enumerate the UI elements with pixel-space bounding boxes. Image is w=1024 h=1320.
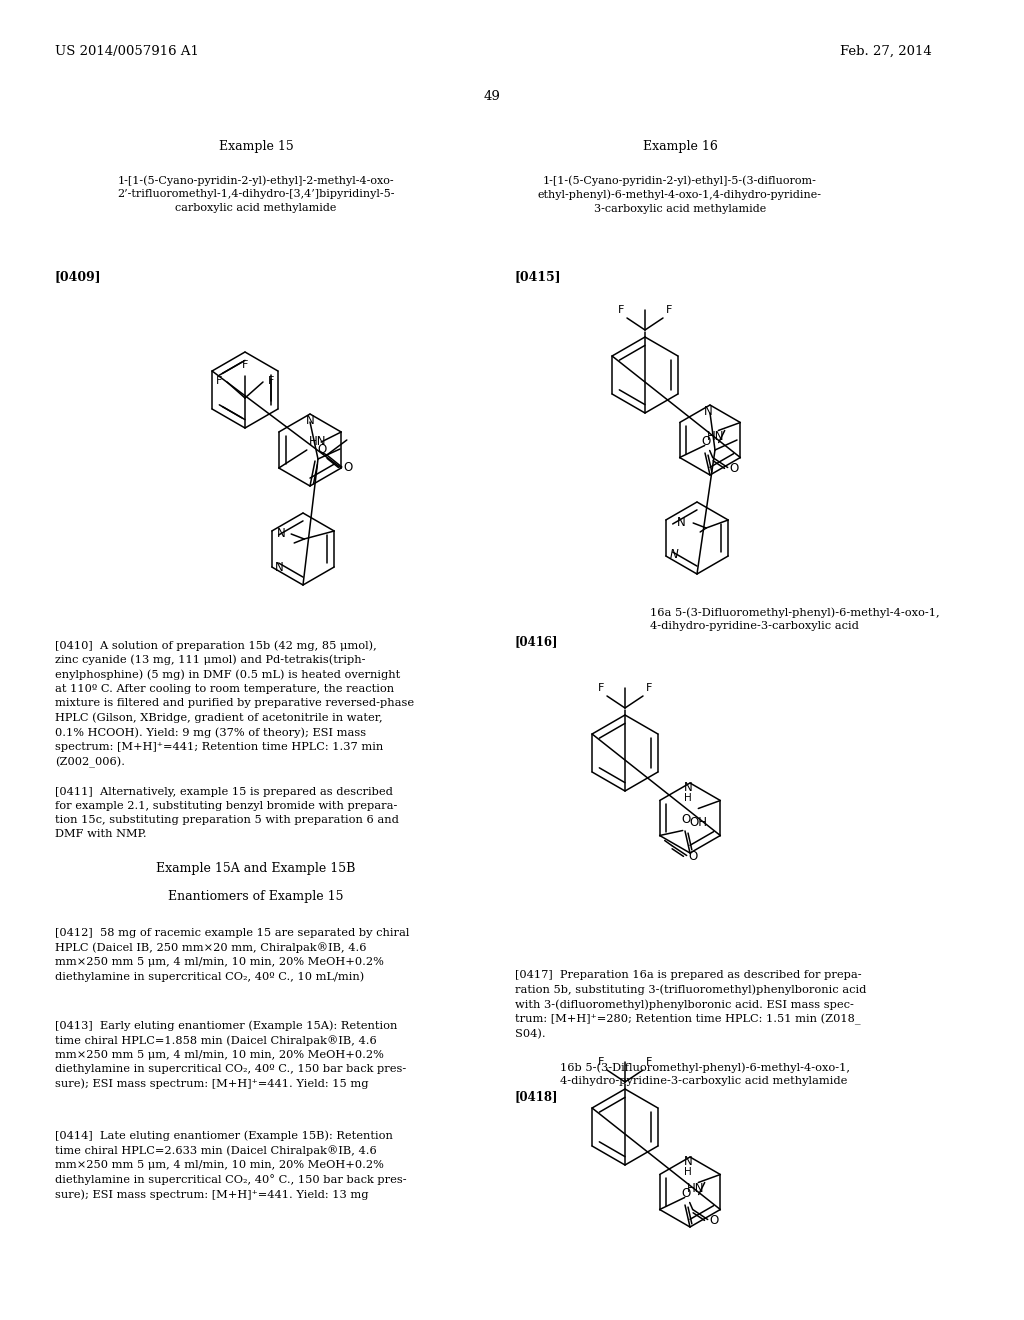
Text: N: N [670, 548, 679, 561]
Text: F: F [666, 305, 673, 315]
Text: [0414]  Late eluting enantiomer (Example 15B): Retention
time chiral HPLC=2.633 : [0414] Late eluting enantiomer (Example … [55, 1130, 407, 1200]
Text: N: N [274, 561, 284, 574]
Text: F: F [268, 376, 274, 385]
Text: N: N [684, 1155, 692, 1168]
Text: N: N [684, 781, 692, 795]
Text: H: H [684, 1167, 692, 1177]
Text: O: O [689, 850, 698, 862]
Text: 1-[1-(5-Cyano-pyridin-2-yl)-ethyl]-5-(3-difluorom-
ethyl-phenyl)-6-methyl-4-oxo-: 1-[1-(5-Cyano-pyridin-2-yl)-ethyl]-5-(3-… [538, 176, 822, 214]
Text: [0412]  58 mg of racemic example 15 are separated by chiral
HPLC (Daicel IB, 250: [0412] 58 mg of racemic example 15 are s… [55, 928, 410, 982]
Text: O: O [730, 462, 739, 474]
Text: N: N [305, 414, 314, 426]
Text: O: O [701, 436, 711, 447]
Text: Example 16: Example 16 [643, 140, 718, 153]
Text: [0418]: [0418] [515, 1090, 558, 1104]
Text: F: F [242, 360, 248, 370]
Text: [0417]  Preparation 16a is prepared as described for prepa-
ration 5b, substitut: [0417] Preparation 16a is prepared as de… [515, 970, 866, 1040]
Text: O: O [681, 813, 690, 826]
Text: HN: HN [707, 430, 724, 444]
Text: N: N [703, 405, 713, 418]
Text: O: O [317, 444, 327, 455]
Text: [0416]: [0416] [515, 635, 558, 648]
Text: [0415]: [0415] [515, 271, 561, 282]
Text: H: H [684, 793, 692, 803]
Text: N: N [677, 516, 685, 529]
Text: F: F [598, 682, 604, 693]
Text: O: O [710, 1213, 719, 1226]
Text: Feb. 27, 2014: Feb. 27, 2014 [840, 45, 932, 58]
Text: O: O [681, 1187, 690, 1200]
Text: Enantiomers of Example 15: Enantiomers of Example 15 [168, 890, 344, 903]
Text: HN: HN [309, 436, 327, 447]
Text: US 2014/0057916 A1: US 2014/0057916 A1 [55, 45, 199, 58]
Text: [0409]: [0409] [55, 271, 101, 282]
Text: F: F [646, 682, 652, 693]
Text: OH: OH [690, 816, 708, 829]
Text: 49: 49 [483, 90, 501, 103]
Text: [0413]  Early eluting enantiomer (Example 15A): Retention
time chiral HPLC=1.858: [0413] Early eluting enantiomer (Example… [55, 1020, 407, 1089]
Text: F: F [646, 1057, 652, 1067]
Text: HN: HN [687, 1183, 705, 1196]
Text: Example 15A and Example 15B: Example 15A and Example 15B [157, 862, 355, 875]
Text: F: F [617, 305, 624, 315]
Text: N: N [276, 527, 286, 540]
Text: 16b 5-(3-Difluoromethyl-phenyl)-6-methyl-4-oxo-1,
4-dihydro-pyridine-3-carboxyli: 16b 5-(3-Difluoromethyl-phenyl)-6-methyl… [560, 1063, 850, 1086]
Text: O: O [344, 461, 353, 474]
Text: [0411]  Alternatively, example 15 is prepared as described
for example 2.1, subs: [0411] Alternatively, example 15 is prep… [55, 787, 399, 840]
Text: 1-[1-(5-Cyano-pyridin-2-yl)-ethyl]-2-methyl-4-oxo-
2’-trifluoromethyl-1,4-dihydr: 1-[1-(5-Cyano-pyridin-2-yl)-ethyl]-2-met… [118, 176, 394, 213]
Text: F: F [598, 1057, 604, 1067]
Text: Example 15: Example 15 [219, 140, 293, 153]
Text: 16a 5-(3-Difluoromethyl-phenyl)-6-methyl-4-oxo-1,
4-dihydro-pyridine-3-carboxyli: 16a 5-(3-Difluoromethyl-phenyl)-6-methyl… [650, 607, 940, 631]
Text: F: F [216, 376, 222, 385]
Text: [0410]  A solution of preparation 15b (42 mg, 85 μmol),
zinc cyanide (13 mg, 111: [0410] A solution of preparation 15b (42… [55, 640, 414, 767]
